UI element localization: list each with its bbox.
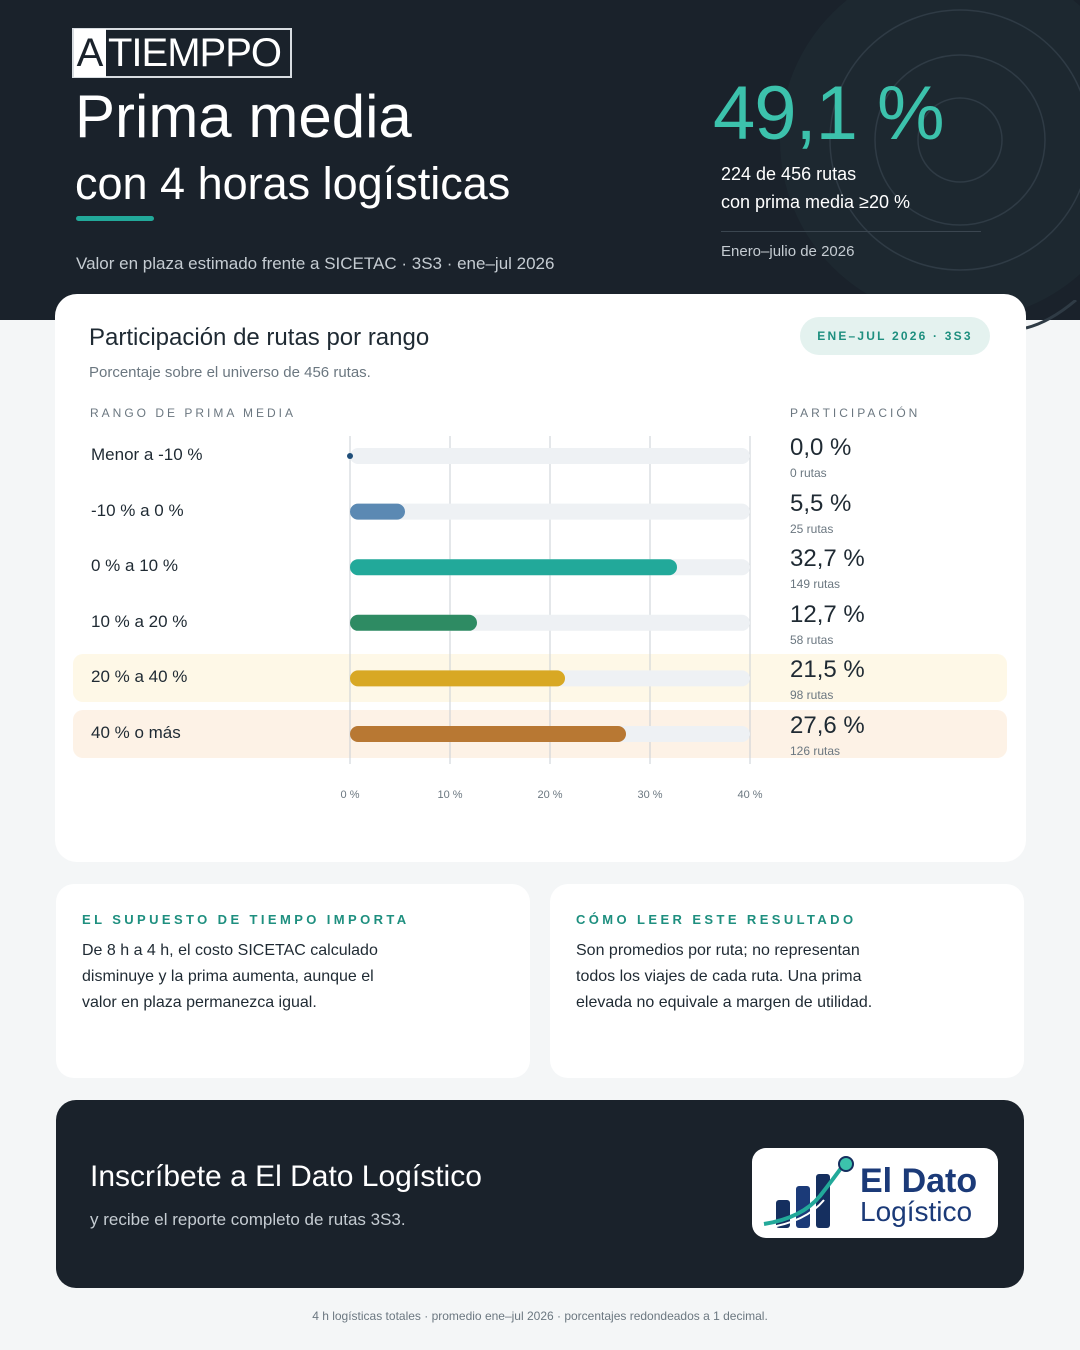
hero-banner: A TIEMPPO Prima media con 4 horas logíst… [0, 0, 1080, 320]
bar-track [350, 503, 750, 520]
count-label: 0 rutas [790, 466, 827, 480]
value-label: 21,5 % [790, 656, 865, 684]
chart-subtitle: Porcentaje sobre el universo de 456 ruta… [89, 364, 371, 381]
value-label: 0,0 % [790, 434, 852, 461]
bar [350, 559, 677, 576]
subscribe-banner[interactable]: Inscríbete a El Dato Logístico y recibe … [56, 1100, 1024, 1288]
kpi-line-2: con prima media ≥20 % [721, 192, 910, 212]
category-label: -10 % a 0 % [91, 500, 184, 520]
rising-bars-icon [763, 1156, 854, 1229]
header-meta: Valor en plaza estimado frente a SICETAC… [76, 254, 555, 273]
info-heading: EL SUPUESTO DE TIEMPO IMPORTA [82, 912, 410, 927]
count-label: 149 rutas [790, 577, 841, 592]
bar [350, 726, 626, 742]
value-label: 5,5 % [790, 489, 852, 517]
bar [350, 670, 565, 687]
chart-title: Participación de rutas por rango [89, 324, 430, 351]
subscribe-title: Inscríbete a El Dato Logístico [90, 1160, 482, 1193]
accent-underline [76, 216, 154, 221]
x-tick-label: 0 % [341, 789, 360, 801]
info-card-time: EL SUPUESTO DE TIEMPO IMPORTA De 8 h a 4… [56, 884, 530, 1078]
value-label: 32,7 % [790, 545, 865, 573]
period-badge: ENE–JUL 2026 · 3S3 [800, 317, 990, 355]
category-label: 20 % a 40 % [91, 667, 188, 687]
column-header-share: PARTICIPACIÓN [790, 406, 921, 420]
value-label: 27,6 % [790, 712, 865, 739]
info-card-reading: CÓMO LEER ESTE RESULTADO Son promedios p… [550, 884, 1024, 1078]
bar-zero-marker [347, 453, 353, 459]
brand-line-1: El Dato [860, 1162, 978, 1200]
chart-card: Participación de rutas por rango Porcent… [55, 294, 1026, 862]
value-label: 12,7 % [790, 600, 865, 628]
el-dato-logistico-logo: El Dato Logístico [752, 1148, 998, 1238]
category-label: 0 % a 10 % [91, 556, 178, 576]
column-header-range: RANGO DE PRIMA MEDIA [90, 406, 297, 420]
category-label: 10 % a 20 % [91, 611, 188, 631]
x-tick-label: 10 % [437, 789, 462, 801]
corner-ring-fragment [1025, 300, 1077, 330]
bar [350, 614, 477, 631]
subscribe-subtitle: y recibe el reporte completo de rutas 3S… [90, 1210, 406, 1229]
kpi-value: 49,1 % [713, 71, 945, 156]
category-label: 40 % o más [91, 723, 181, 742]
count-label: 126 rutas [790, 744, 841, 758]
bar-track [350, 448, 750, 464]
kpi-divider [721, 231, 981, 232]
bar-chart: 0 % 10 % 20 % 30 % 40 % [341, 436, 763, 801]
count-label: 58 rutas [790, 632, 834, 647]
logo-letter: A [74, 29, 106, 77]
x-tick-label: 40 % [737, 789, 762, 801]
info-heading: CÓMO LEER ESTE RESULTADO [576, 912, 857, 927]
decorative-rings [780, 0, 1080, 320]
x-tick-label: 20 % [537, 789, 562, 801]
count-label: 98 rutas [790, 688, 834, 703]
count-label: 25 rutas [790, 521, 834, 536]
brand-line-2: Logístico [860, 1196, 973, 1227]
page-title: Prima media [75, 83, 412, 150]
page-subtitle: con 4 horas logísticas [75, 158, 511, 209]
category-label: Menor a -10 % [91, 445, 203, 464]
logo-text: TIEMPPO [108, 30, 282, 75]
bar [350, 503, 405, 520]
atiemppo-logo: A TIEMPPO [72, 28, 292, 78]
kpi-period: Enero–julio de 2026 [721, 243, 855, 260]
info-body: De 8 h a 4 h, el costo SICETAC calculado… [82, 942, 378, 1011]
kpi-line-1: 224 de 456 rutas [721, 164, 857, 184]
info-body: Son promedios por ruta; no representan t… [576, 942, 873, 1011]
footer-note: 4 h logísticas totales · promedio ene–ju… [312, 1309, 768, 1323]
x-tick-label: 30 % [637, 789, 662, 801]
